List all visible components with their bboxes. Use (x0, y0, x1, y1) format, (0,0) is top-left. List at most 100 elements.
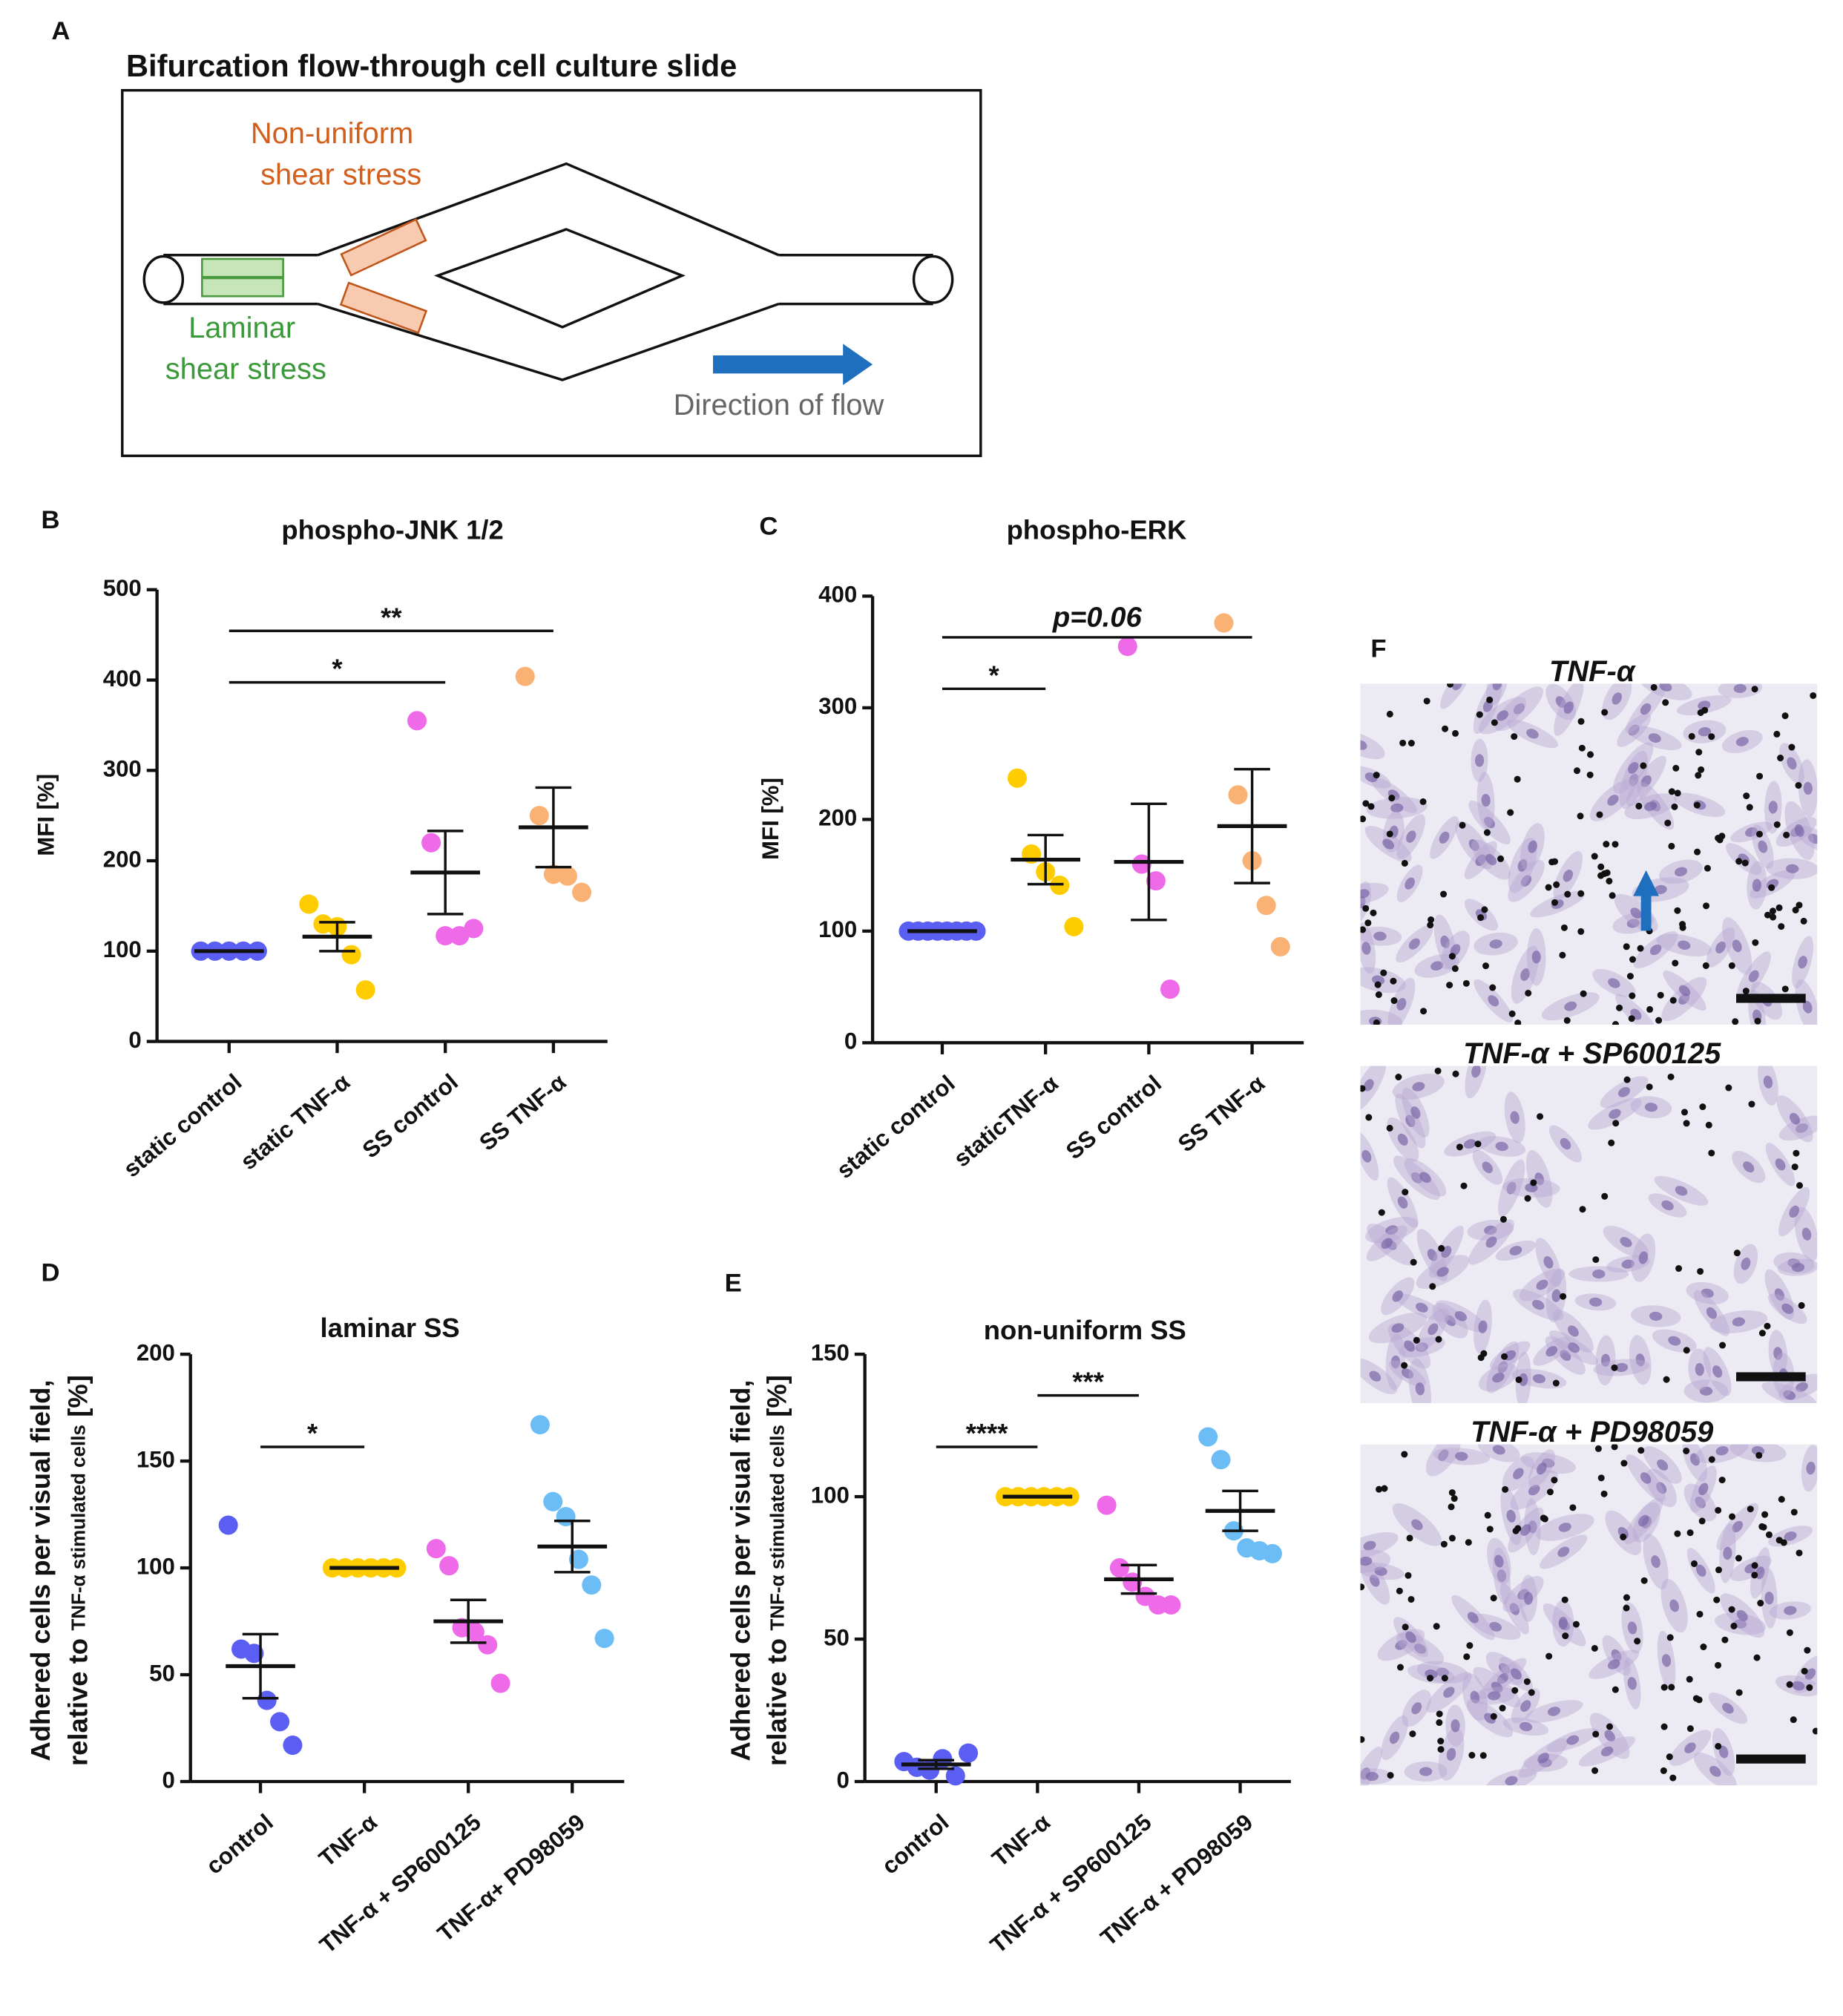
bead (1486, 1526, 1494, 1533)
nucleus (1668, 1336, 1681, 1346)
bead (1360, 926, 1367, 933)
nucleus (1630, 907, 1642, 919)
bead (1801, 1667, 1808, 1675)
nucleus (1411, 1702, 1422, 1715)
bead (1601, 709, 1609, 716)
nucleus (1712, 1365, 1723, 1378)
nucleus (1638, 1514, 1649, 1527)
nucleus (1649, 944, 1662, 956)
nucleus (1563, 701, 1574, 715)
nucleus (1372, 975, 1385, 985)
bead (1713, 1596, 1721, 1603)
nucleus (1389, 1731, 1400, 1744)
bead (1483, 829, 1491, 836)
nucleus (1445, 1315, 1456, 1327)
bead (1728, 1606, 1735, 1613)
data-point (283, 1736, 303, 1756)
bead (1360, 815, 1367, 823)
data-point (557, 866, 577, 886)
bead (1611, 1364, 1618, 1371)
bead (1577, 718, 1585, 725)
data-point (407, 711, 427, 731)
y-tick-label: 300 (818, 693, 857, 719)
data-point (464, 1622, 484, 1642)
nucleus (1791, 1263, 1805, 1273)
nucleus (1361, 942, 1371, 955)
nucleus (1494, 1554, 1504, 1568)
nucleus (1607, 795, 1619, 806)
bead (1606, 877, 1613, 884)
nucleus (1792, 1681, 1805, 1691)
nucleus (1674, 867, 1688, 877)
nucleus (1689, 1453, 1700, 1466)
data-point (439, 1556, 459, 1576)
nucleus (1695, 1564, 1706, 1577)
bead (1646, 1005, 1654, 1013)
bead (1489, 984, 1497, 991)
nucleus (1428, 1323, 1439, 1336)
nucleus (1517, 858, 1528, 872)
bead (1786, 1629, 1793, 1636)
nucleus (1806, 1461, 1816, 1475)
bead (1545, 1652, 1553, 1660)
nucleus (1402, 1368, 1414, 1379)
bead (1764, 911, 1771, 919)
bead (1460, 1182, 1468, 1189)
bead (1564, 890, 1571, 898)
bead (1629, 956, 1636, 963)
nucleus (1482, 1161, 1494, 1174)
nucleus (1789, 1205, 1799, 1218)
data-point (572, 882, 592, 902)
data-point (1160, 979, 1180, 999)
bead (1679, 921, 1686, 928)
arrow (1633, 870, 1659, 931)
bead (1664, 819, 1672, 827)
bead (1381, 1485, 1388, 1492)
bead (1468, 1752, 1476, 1759)
bead (1793, 1149, 1800, 1157)
nucleus (1551, 1289, 1561, 1302)
scale-bar (1736, 994, 1806, 1003)
bead (1791, 1163, 1798, 1171)
nucleus (1798, 956, 1807, 969)
bead (1569, 1504, 1577, 1511)
bead (1698, 1517, 1706, 1525)
nucleus (1427, 1249, 1438, 1261)
nucleus (1513, 703, 1525, 715)
nucleus (1519, 1373, 1528, 1387)
nucleus (1363, 1540, 1376, 1551)
data-point (1109, 1558, 1129, 1578)
nucleus (1513, 1468, 1524, 1480)
data-point (1123, 1572, 1143, 1592)
nucleus (1802, 1000, 1813, 1014)
bead (1560, 924, 1568, 931)
nucleus (1446, 1747, 1456, 1761)
bead (1551, 899, 1559, 906)
nucleus (1661, 1654, 1672, 1667)
nucleus (1644, 801, 1658, 812)
nucleus (1547, 1707, 1561, 1716)
y-tick-label: 200 (818, 805, 857, 831)
data-point (1097, 1495, 1117, 1515)
micrographs: TNF-α TNF-α + SP600125 TNF-α + PD98059 (1360, 655, 1818, 1786)
nucleus (1509, 1603, 1520, 1615)
bead (1594, 1445, 1602, 1452)
bead (1623, 1594, 1630, 1601)
bead (1437, 1738, 1445, 1745)
bead (1768, 884, 1775, 891)
bead (1697, 1267, 1704, 1275)
bead (1693, 801, 1701, 809)
bead (1373, 1019, 1380, 1025)
nucleus (1497, 710, 1508, 721)
bead (1752, 939, 1759, 946)
nucleus (1390, 803, 1404, 812)
nucleus (1678, 985, 1691, 996)
nucleus (1626, 919, 1640, 928)
bead (1477, 914, 1485, 922)
bead (1741, 859, 1749, 867)
bead (1479, 1752, 1487, 1759)
bead (1592, 1730, 1600, 1738)
bead (1612, 1120, 1620, 1127)
bead (1514, 1525, 1522, 1532)
bead (1502, 1485, 1509, 1493)
